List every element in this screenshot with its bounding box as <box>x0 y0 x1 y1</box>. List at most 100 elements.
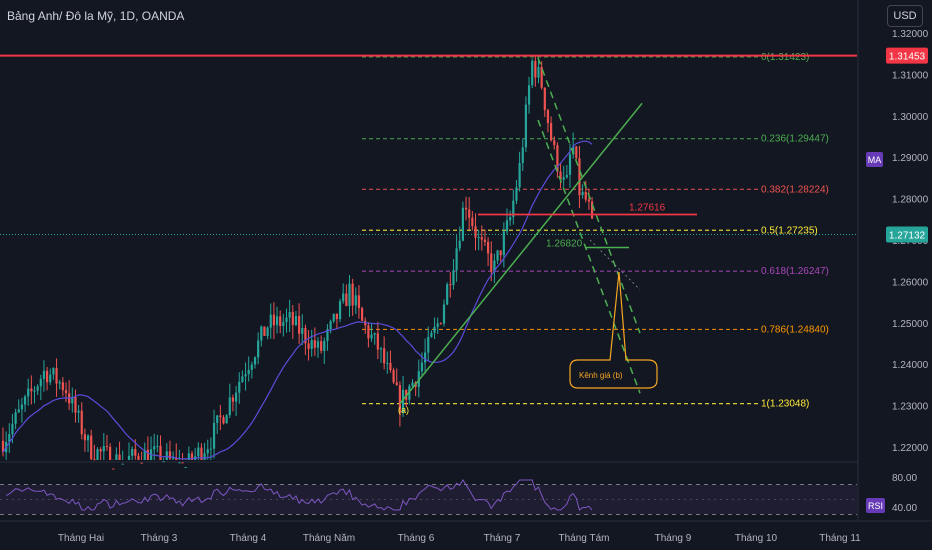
price-tick-label: 1.24000 <box>892 360 929 371</box>
price-tick-label: 1.29000 <box>892 153 929 164</box>
candle-body <box>527 85 531 105</box>
candle-body <box>345 293 348 306</box>
wave-label: (a) <box>398 405 409 415</box>
price-tick-label: 1.30000 <box>892 112 929 123</box>
candle-body <box>568 154 572 175</box>
candle-body <box>206 449 209 454</box>
candle-body <box>477 237 480 239</box>
candle-body <box>427 336 430 353</box>
candle-body <box>401 389 405 413</box>
candle-body <box>153 446 156 450</box>
candle-body <box>74 396 77 413</box>
candle-body <box>285 317 288 323</box>
chart-overlays: 1.27616 1.26820 (a) Kênh giá (b) <box>0 54 857 460</box>
candle-body <box>461 207 464 241</box>
candle-body <box>587 199 590 202</box>
candle-body <box>181 462 184 464</box>
candle-body <box>146 449 149 460</box>
candle-body <box>190 453 194 460</box>
candle-body <box>420 362 424 372</box>
candle-body <box>212 422 216 449</box>
candle-body <box>109 446 112 460</box>
candle-body <box>99 449 102 452</box>
candle-body <box>131 449 134 456</box>
candle-body <box>127 455 131 460</box>
candle-body <box>105 446 109 448</box>
candle-body <box>474 226 477 238</box>
candle-body <box>165 451 168 460</box>
candle-body <box>521 147 524 164</box>
candle-body <box>121 463 124 465</box>
candle-body <box>395 382 398 386</box>
candle-body <box>294 316 298 326</box>
candle-body <box>168 451 172 459</box>
candle-body <box>216 415 219 423</box>
rsi-tick-label: 80.00 <box>892 473 917 484</box>
candle-body <box>468 209 471 218</box>
candle-body <box>543 87 546 111</box>
candle-body <box>253 357 257 365</box>
candle-body <box>55 368 58 384</box>
candle-body <box>71 396 74 404</box>
rsi-line <box>5 479 593 511</box>
time-axis: Tháng Hai Tháng 3 Tháng 4 Tháng Năm Tháng 6 T… <box>58 533 861 544</box>
candle-body <box>433 326 436 333</box>
candle-body <box>134 449 137 456</box>
ma-badge <box>866 152 883 167</box>
candle-body <box>241 376 244 383</box>
candle-body <box>140 462 143 464</box>
currency-button[interactable]: USD <box>887 5 923 27</box>
candle-body <box>27 388 30 397</box>
candle-body <box>357 295 361 309</box>
candle-body <box>439 323 442 325</box>
candle-body <box>288 312 291 318</box>
rsi-badge <box>866 498 885 513</box>
candle-body <box>449 284 452 286</box>
candle-body <box>518 163 521 188</box>
candle-body <box>209 448 212 450</box>
candle-body <box>14 412 17 424</box>
trend-line <box>399 102 643 405</box>
candle-body <box>354 295 357 306</box>
candle-body <box>540 66 543 88</box>
candle-body <box>351 283 354 306</box>
candle-body <box>197 447 200 457</box>
candle-body <box>49 374 52 383</box>
candle-body <box>222 417 225 424</box>
candle-body <box>326 329 329 341</box>
candle-body <box>367 325 370 339</box>
candle-body <box>115 454 118 460</box>
candle-body <box>364 320 367 326</box>
candle-body <box>257 340 260 358</box>
candle-body <box>298 316 301 334</box>
candle-body <box>392 369 395 383</box>
candle-body <box>225 415 228 424</box>
candle-body <box>389 362 392 370</box>
candle-body <box>42 370 46 379</box>
fib-level-label: 0.5(1.27235) <box>761 225 818 236</box>
candle-body <box>30 388 33 392</box>
candle-body <box>323 340 326 351</box>
candle-body <box>430 332 433 337</box>
candle-body <box>184 467 187 469</box>
candle-body <box>162 461 165 463</box>
candle-body <box>231 397 235 402</box>
candle-body <box>159 445 162 460</box>
candle-body <box>348 283 351 306</box>
candle-body <box>502 231 505 256</box>
price-tick-label: 1.26000 <box>892 277 929 288</box>
candle-body <box>446 284 449 305</box>
time-tick-label: Tháng 3 <box>141 533 178 544</box>
candle-body <box>46 370 49 383</box>
candle-body <box>320 341 323 351</box>
candle-body <box>143 449 146 460</box>
candle-body <box>436 323 439 327</box>
fib-level-label: 1(1.23048) <box>761 399 809 410</box>
candle-body <box>172 457 175 459</box>
candle-body <box>244 374 247 377</box>
rsi-band <box>0 484 857 515</box>
candle-body <box>512 200 515 218</box>
fib-level-label: 0.618(1.26247) <box>761 266 829 277</box>
candle-body <box>370 334 373 339</box>
